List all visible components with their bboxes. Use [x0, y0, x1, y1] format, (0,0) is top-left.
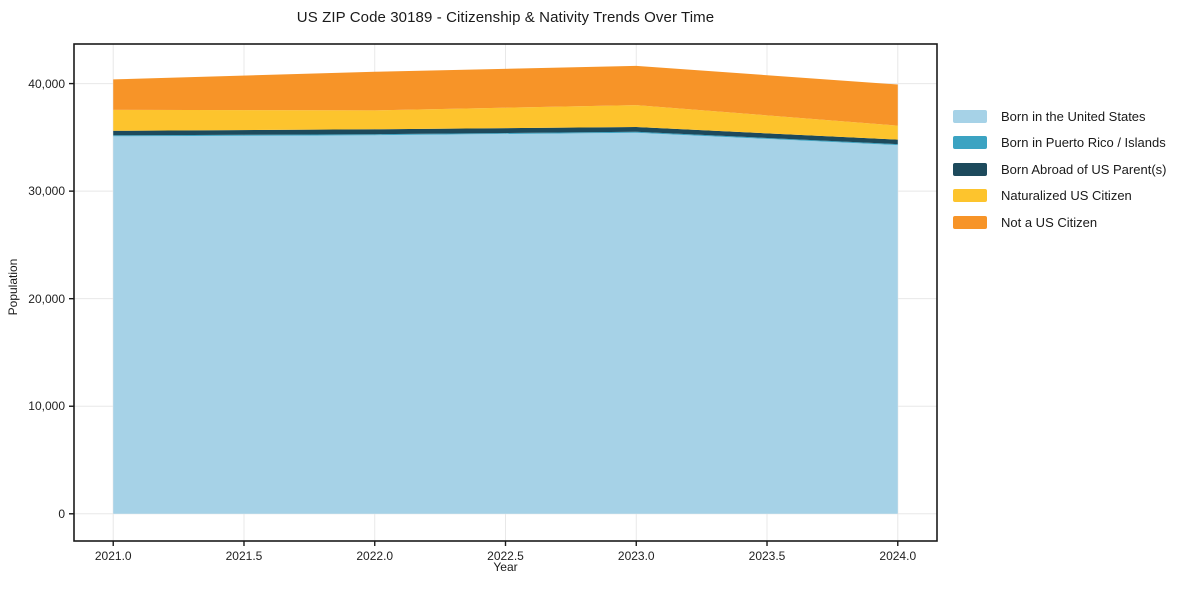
legend-swatch-icon — [953, 189, 987, 203]
legend-label: Born in Puerto Rico / Islands — [1001, 135, 1166, 151]
x-tick-label: 2023.5 — [748, 549, 786, 563]
x-tick-label: 2022.5 — [487, 549, 524, 563]
area-series-2 — [113, 127, 898, 145]
y-tick-label: 30,000 — [28, 184, 65, 199]
legend-label: Naturalized US Citizen — [1001, 188, 1132, 204]
legend-item-2: Born Abroad of US Parent(s) — [953, 156, 1166, 183]
legend-label: Born Abroad of US Parent(s) — [1001, 161, 1167, 177]
x-tick-label: 2021.5 — [225, 549, 263, 563]
legend-item-0: Born in the United States — [953, 103, 1166, 130]
x-tick-label: 2022.0 — [356, 549, 394, 563]
legend-label: Not a US Citizen — [1001, 214, 1098, 230]
chart-title: US ZIP Code 30189 - Citizenship & Nativi… — [296, 9, 715, 26]
legend-item-3: Naturalized US Citizen — [953, 183, 1166, 210]
legend-swatch-icon — [953, 162, 987, 176]
y-tick-label: 40,000 — [28, 76, 65, 91]
legend-swatch-icon — [953, 215, 987, 229]
area-series-4 — [113, 65, 898, 126]
x-tick-label: 2023.0 — [617, 549, 655, 563]
y-tick-label: 0 — [58, 506, 65, 521]
y-tick-label: 20,000 — [28, 291, 65, 306]
x-axis-label: Year — [493, 560, 518, 574]
area-series-1 — [113, 131, 898, 146]
legend-swatch-icon — [953, 136, 987, 150]
legend-swatch-icon — [953, 109, 987, 123]
legend-item-1: Born in Puerto Rico / Islands — [953, 130, 1166, 157]
area-series-0 — [113, 132, 898, 514]
legend-label: Born in the United States — [1001, 108, 1146, 124]
y-tick-label: 10,000 — [28, 399, 65, 414]
x-tick-label: 2024.0 — [879, 549, 917, 563]
x-tick-label: 2021.0 — [94, 549, 132, 563]
y-axis-label: Population — [6, 258, 20, 316]
area-series-3 — [113, 105, 898, 140]
legend: Born in the United States Born in Puerto … — [953, 103, 1166, 236]
legend-item-4: Not a US Citizen — [953, 209, 1166, 236]
